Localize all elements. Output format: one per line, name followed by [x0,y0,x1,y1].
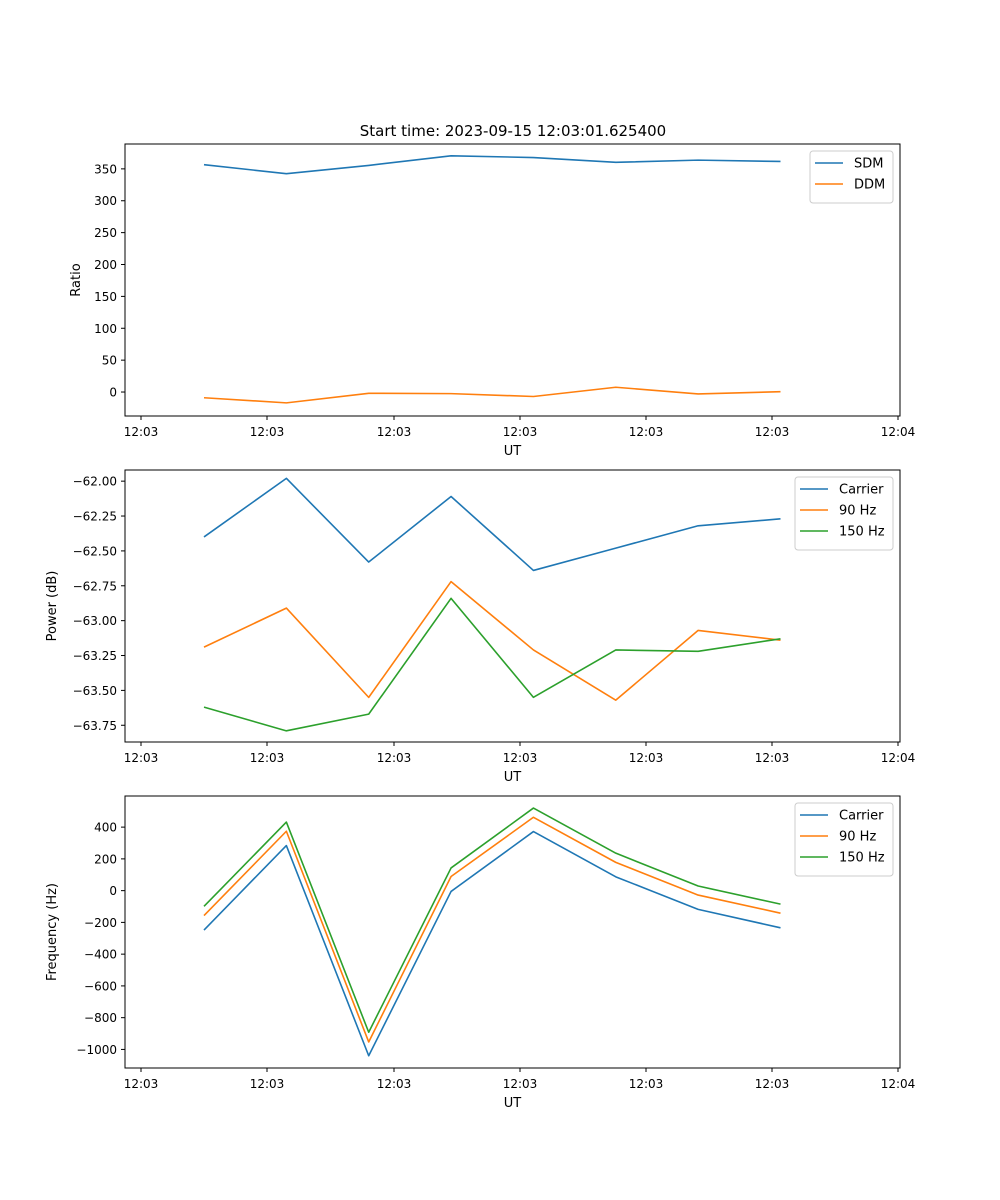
x-tick-label: 12:03 [629,751,664,765]
x-tick-label: 12:03 [755,425,790,439]
y-tick-label: −63.25 [73,649,117,663]
x-axis-label: UT [504,444,522,459]
series-line-90-hz [203,816,781,1043]
y-tick-label: 150 [94,290,117,304]
y-tick-label: 300 [94,194,117,208]
x-tick-label: 12:03 [250,425,285,439]
series-line-90-hz [203,580,781,701]
y-tick-label: 100 [94,322,117,336]
legend-label: 90 Hz [839,830,876,845]
y-tick-label: −62.75 [73,579,117,593]
x-tick-label: 12:03 [629,425,664,439]
y-tick-label: −63.50 [73,684,117,698]
x-tick-label: 12:03 [629,1077,664,1091]
y-tick-label: −400 [84,948,117,962]
chart-panel-3: 12:03 12:03 12:03 12:03 12:03 12:03 12:04 400 20… [45,795,916,1111]
legend-label: DDM [854,178,885,193]
legend-label: 150 Hz [839,525,885,540]
legend-box [809,150,894,204]
y-axis-label: Frequency (Hz) [45,883,60,981]
y-tick-label: −200 [84,916,117,930]
y-tick-label: 400 [94,821,117,835]
y-tick-label: 200 [94,258,117,272]
x-tick-label: 12:03 [755,751,790,765]
series-line-150-hz [203,807,781,1034]
legend-label: Carrier [839,483,884,498]
y-tick-label: 0 [109,884,117,898]
series-line-sdm [203,155,781,175]
y-tick-label: −62.25 [73,510,117,524]
x-tick-label: 12:03 [124,751,159,765]
plot-area-frame [124,795,901,1069]
x-tick-label: 12:03 [377,751,412,765]
x-axis-label: UT [504,1096,522,1111]
legend: SDM DDM [809,150,894,204]
x-tick-label: 12:03 [377,1077,412,1091]
y-tick-label: 350 [94,162,117,176]
y-axis-label: Power (dB) [45,571,60,642]
x-tick-label: 12:03 [124,425,159,439]
plot-area-frame [124,469,901,743]
y-tick-label: 50 [102,354,117,368]
y-tick-label: 200 [94,852,117,866]
legend-label: 90 Hz [839,504,876,519]
series-line-ddm [203,386,781,404]
x-tick-label: 12:03 [250,751,285,765]
x-tick-label: 12:03 [377,425,412,439]
legend-label: 150 Hz [839,851,885,866]
x-tick-label: 12:03 [250,1077,285,1091]
legend-label: SDM [854,157,883,172]
x-tick-label: 12:03 [755,1077,790,1091]
x-tick-label: 12:03 [503,425,538,439]
x-tick-label: 12:03 [503,751,538,765]
x-tick-label: 12:04 [881,751,916,765]
series-line-carrier [203,477,781,572]
chart-title: Start time: 2023-09-15 12:03:01.625400 [360,122,666,140]
panels: 12:03 12:03 12:03 12:03 12:03 12:03 12:04 0 50 10… [45,143,916,1111]
series-line-150-hz [203,597,781,732]
x-tick-label: 12:04 [881,1077,916,1091]
x-tick-label: 12:04 [881,425,916,439]
y-tick-label: −1000 [76,1043,117,1057]
chart-panel-1: 12:03 12:03 12:03 12:03 12:03 12:03 12:04 0 50 10… [69,143,916,459]
plot-area-frame [124,143,901,417]
series-line-carrier [203,830,781,1057]
legend: Carrier 90 Hz 150 Hz [794,476,894,551]
x-axis-label: UT [504,770,522,785]
y-tick-label: −600 [84,979,117,993]
x-tick-label: 12:03 [124,1077,159,1091]
y-axis-label: Ratio [69,263,84,296]
y-tick-label: −62.00 [73,475,117,489]
y-tick-label: −63.00 [73,614,117,628]
legend: Carrier 90 Hz 150 Hz [794,802,894,877]
x-tick-label: 12:03 [503,1077,538,1091]
legend-label: Carrier [839,809,884,824]
y-tick-label: 0 [109,386,117,400]
y-tick-label: −63.75 [73,719,117,733]
chart-panel-2: 12:03 12:03 12:03 12:03 12:03 12:03 12:04 −62.0… [45,469,916,785]
y-tick-label: −62.50 [73,544,117,558]
y-tick-label: 250 [94,226,117,240]
y-tick-label: −800 [84,1011,117,1025]
